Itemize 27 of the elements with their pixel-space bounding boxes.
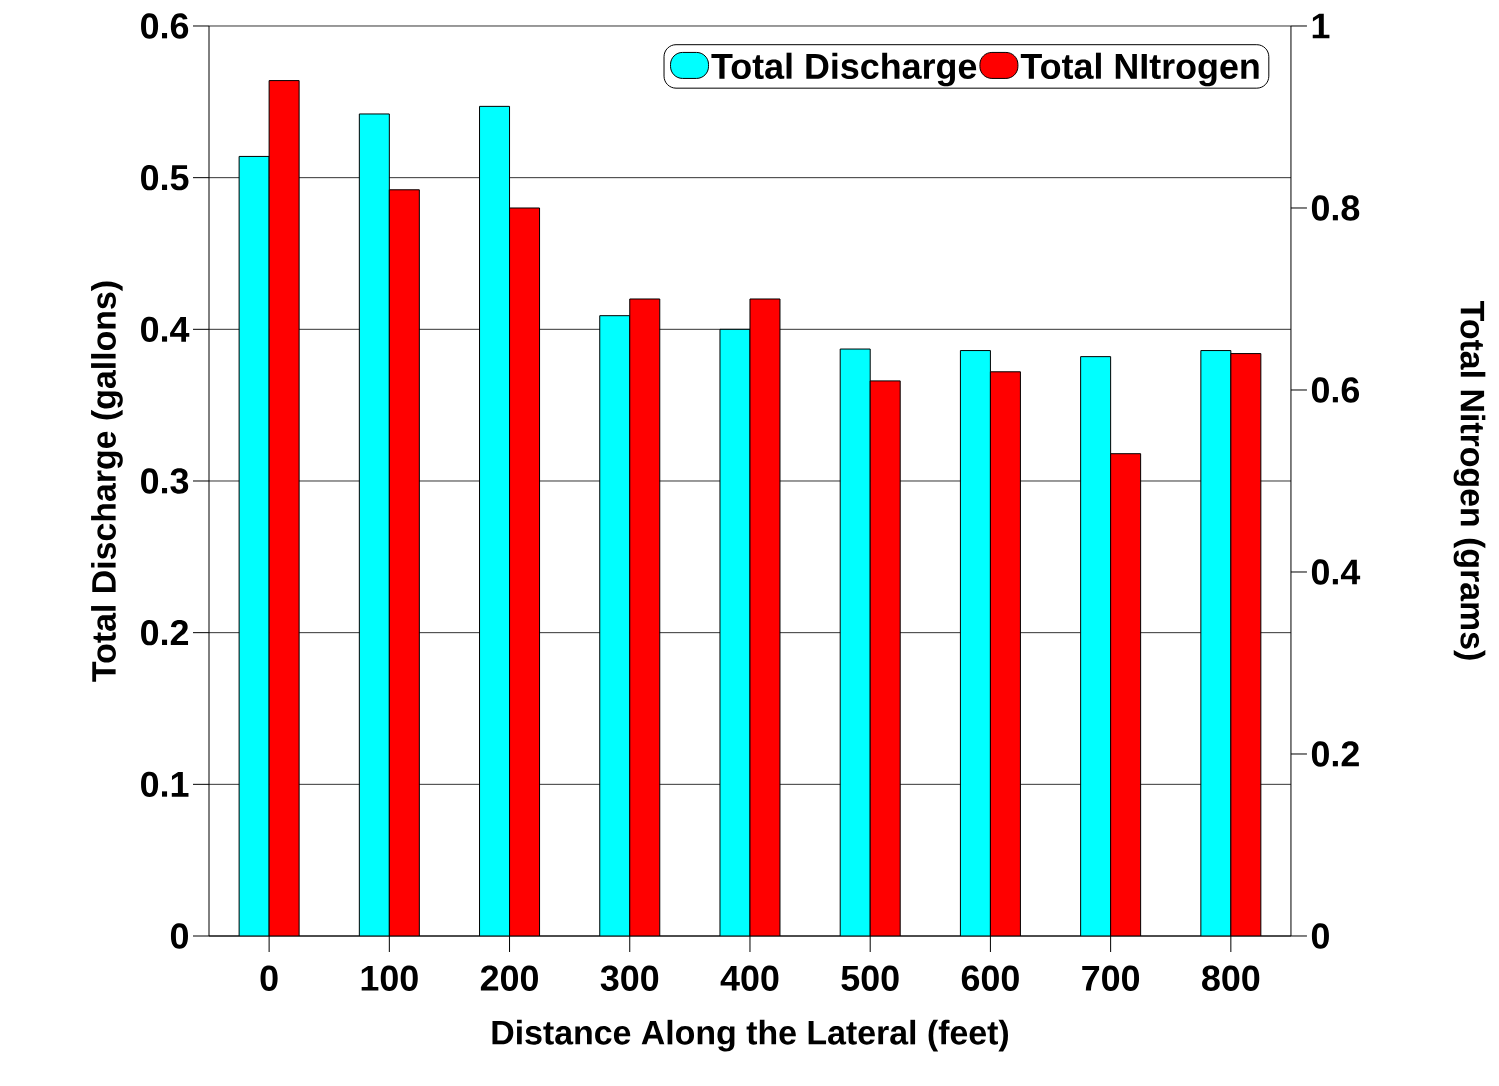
y-tick-label: 0.3 xyxy=(141,468,189,494)
y-tick-label: 0 xyxy=(170,923,188,949)
x-tick-label: 0 xyxy=(260,965,278,991)
x-tick-label: 200 xyxy=(480,965,538,991)
y2-tick-label: 0.6 xyxy=(1311,377,1360,403)
y2-tick-label: 0.4 xyxy=(1311,559,1361,585)
legend-label: Total Discharge xyxy=(711,52,977,87)
x-axis-title: Distance Along the Lateral (feet) xyxy=(492,1019,1008,1052)
y2-tick-label: 0.8 xyxy=(1311,195,1360,221)
y-tick-label: 0.2 xyxy=(141,619,189,646)
x-tick-label: 800 xyxy=(1202,965,1260,991)
x-tick-label: 700 xyxy=(1082,965,1140,991)
y2-tick-label: 1 xyxy=(1312,13,1330,39)
x-tick-label: 300 xyxy=(600,965,659,991)
y2-tick-label: 0 xyxy=(1311,923,1329,949)
x-tick-label: 500 xyxy=(841,965,899,991)
y2-tick-label: 0.2 xyxy=(1311,741,1359,767)
legend-label: Total NItrogen xyxy=(1020,52,1259,87)
y-tick-label: 0.5 xyxy=(141,164,189,191)
y2-axis-title: Total Nitrogen (grams) xyxy=(1453,301,1486,660)
x-tick-label: 600 xyxy=(961,965,1019,991)
x-tick-label: 100 xyxy=(361,965,418,991)
x-tick-label: 400 xyxy=(720,965,779,991)
y-tick-label: 0.1 xyxy=(141,771,189,798)
y-axis-title: Total Discharge (gallons) xyxy=(91,281,123,682)
y-tick-label: 0.6 xyxy=(141,13,189,39)
y-tick-label: 0.4 xyxy=(141,316,190,343)
